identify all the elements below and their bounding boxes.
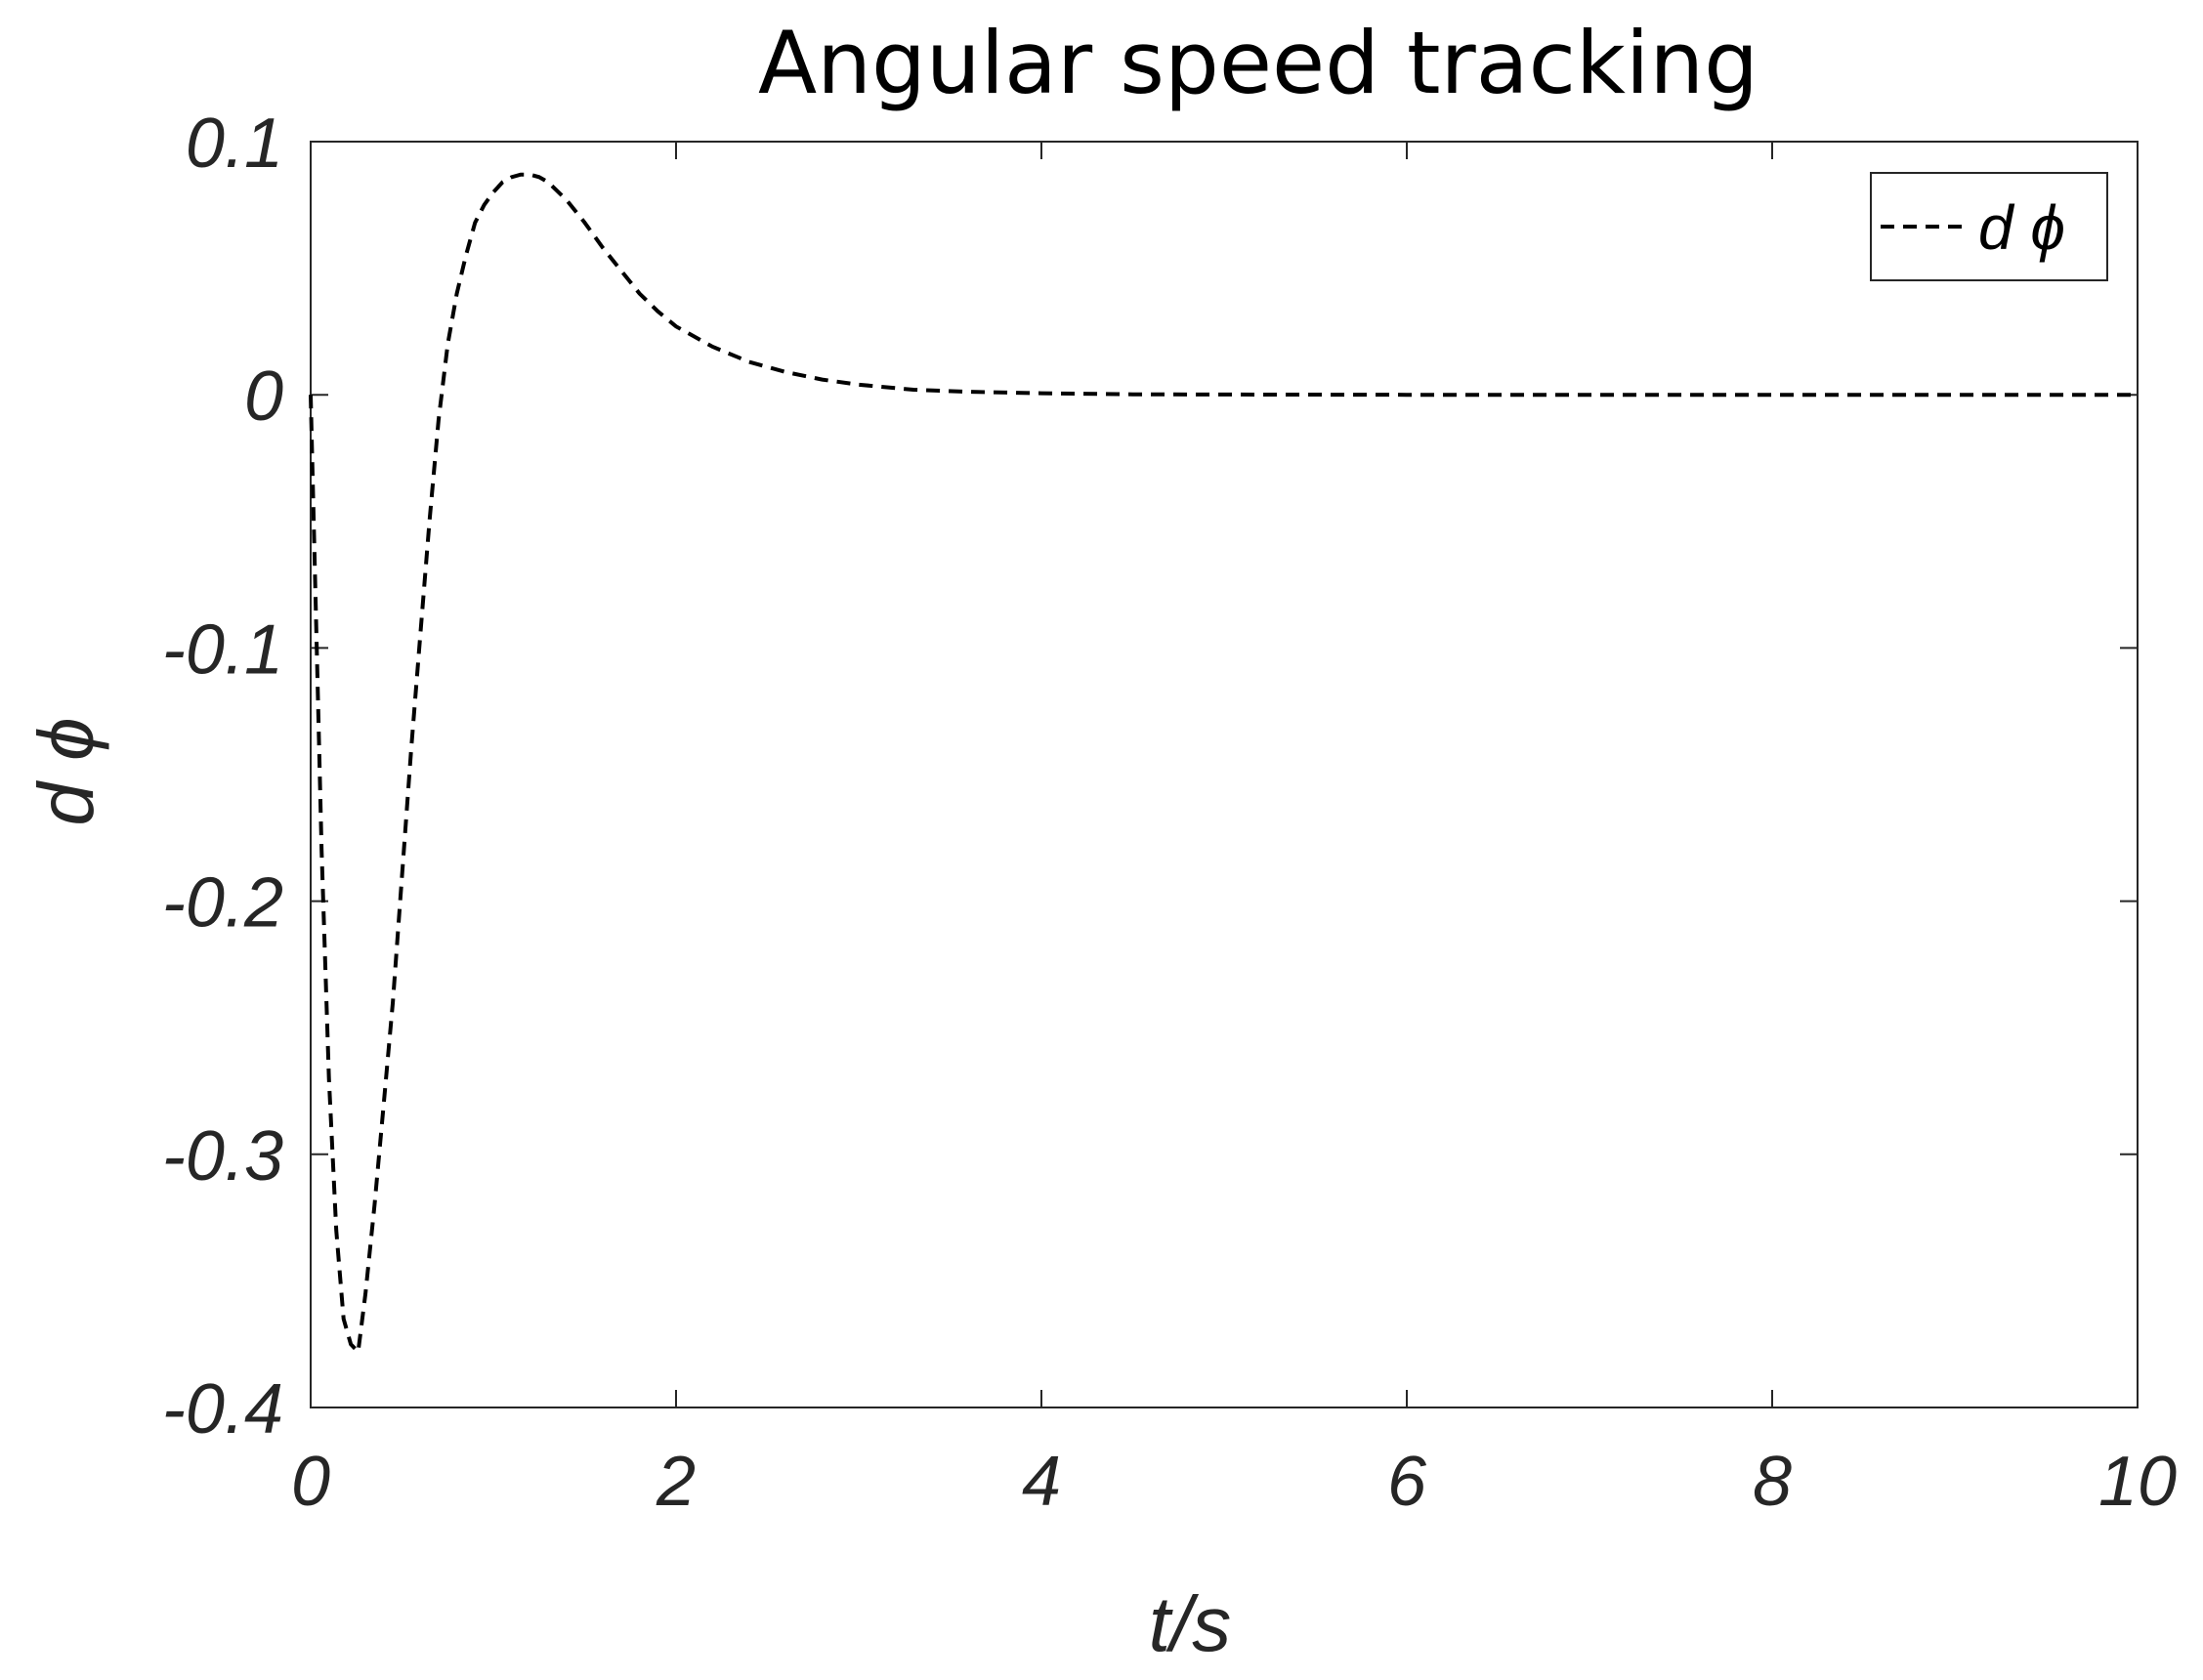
x-tick-label: 4 [1022,1443,1061,1521]
y-axis-label: d ϕ [22,717,109,825]
x-tick-label: 0 [291,1443,330,1521]
y-tick-label: 0 [244,357,283,436]
series-line-dphi [309,172,2138,1357]
x-tick-label: 2 [656,1443,696,1521]
x-tick-labels: 0 2 4 6 8 10 [291,1443,2177,1521]
x-tick-label: 6 [1387,1443,1427,1521]
y-tick-label: -0.4 [162,1370,283,1449]
legend: d ϕ [1870,172,2108,281]
chart-title: Angular speed tracking [758,13,1758,113]
x-tick-label: 10 [2098,1443,2177,1521]
axis-ticks [310,141,2139,1408]
plot-area [310,141,2139,1408]
y-tick-label: -0.3 [162,1117,283,1196]
y-tick-label: -0.1 [162,610,283,689]
x-axis-label: t/s [1149,1580,1231,1667]
y-tick-label: 0.1 [186,105,283,183]
y-tick-label: -0.2 [162,864,283,943]
y-tick-labels: 0.1 0 -0.1 -0.2 -0.3 -0.4 [162,105,283,1449]
x-tick-label: 8 [1753,1443,1792,1521]
legend-label: d ϕ [1978,192,2065,263]
